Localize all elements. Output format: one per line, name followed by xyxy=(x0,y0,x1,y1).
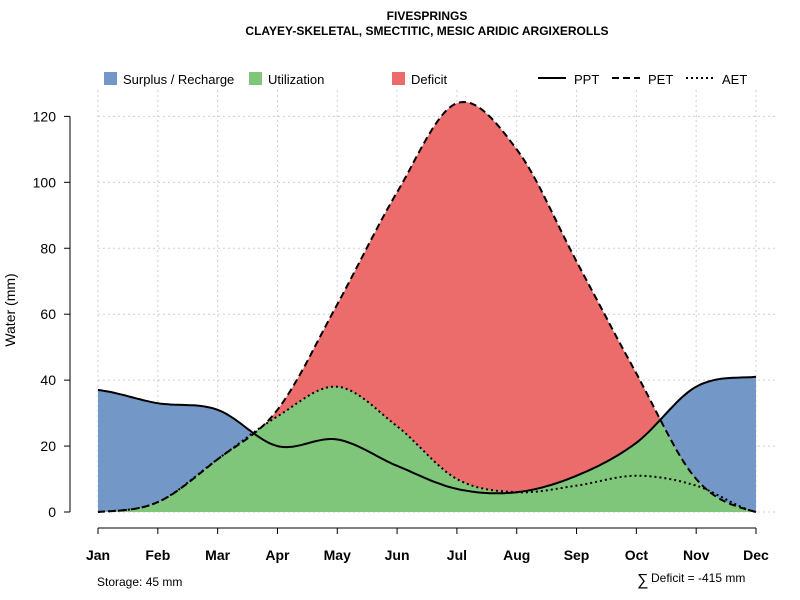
y-axis-label: Water (mm) xyxy=(2,273,18,346)
y-tick-label: 120 xyxy=(33,108,57,124)
x-tick-label: Apr xyxy=(265,547,290,563)
x-tick-label: Feb xyxy=(145,547,170,563)
aet-area xyxy=(98,386,756,512)
y-tick-label: 40 xyxy=(40,372,56,388)
area-layer xyxy=(98,102,756,512)
legend-label: Deficit xyxy=(411,72,448,87)
x-tick-label: Jun xyxy=(385,547,410,563)
y-tick-label: 0 xyxy=(48,504,56,520)
x-tick-label: May xyxy=(324,547,351,563)
legend-label: AET xyxy=(722,72,747,87)
legend-swatch xyxy=(392,72,405,85)
sum-symbol: ∑ xyxy=(637,572,648,589)
x-tick-label: Mar xyxy=(205,547,230,563)
ppt-line xyxy=(97,375,757,495)
legend-label: PPT xyxy=(574,72,599,87)
chart-subtitle: CLAYEY-SKELETAL, SMECTITIC, MESIC ARIDIC… xyxy=(245,24,608,38)
aet-line xyxy=(97,385,757,513)
chart-title: FIVESPRINGS xyxy=(387,9,468,23)
y-tick-label: 100 xyxy=(33,174,57,190)
x-tick-label: Dec xyxy=(743,547,769,563)
y-tick-label: 20 xyxy=(40,438,56,454)
deficit-total: Deficit = -415 mm xyxy=(651,571,745,585)
axes: 0 20 40 60 80 100 120 Jan Feb Mar Apr May Jun Jul Aug S… xyxy=(33,108,769,563)
legend-swatch xyxy=(104,72,117,85)
legend-swatch xyxy=(249,72,262,85)
x-tick-label: Jul xyxy=(447,547,467,563)
x-tick-label: Sep xyxy=(564,547,590,563)
y-tick-label: 60 xyxy=(40,306,56,322)
legend-label: PET xyxy=(648,72,673,87)
y-tick-label: 80 xyxy=(40,240,56,256)
storage-note: Storage: 45 mm xyxy=(97,575,182,589)
legend-label: Surplus / Recharge xyxy=(123,72,234,87)
pet-line xyxy=(97,100,757,513)
x-tick-label: Oct xyxy=(625,547,649,563)
legend: Surplus / Recharge Utilization Deficit PPT P… xyxy=(104,72,747,87)
x-tick-label: Nov xyxy=(683,547,710,563)
series-lines xyxy=(97,100,757,513)
legend-label: Utilization xyxy=(268,72,324,87)
deficit-area xyxy=(98,102,756,512)
x-tick-label: Aug xyxy=(503,547,530,563)
x-tick-label: Jan xyxy=(86,547,110,563)
